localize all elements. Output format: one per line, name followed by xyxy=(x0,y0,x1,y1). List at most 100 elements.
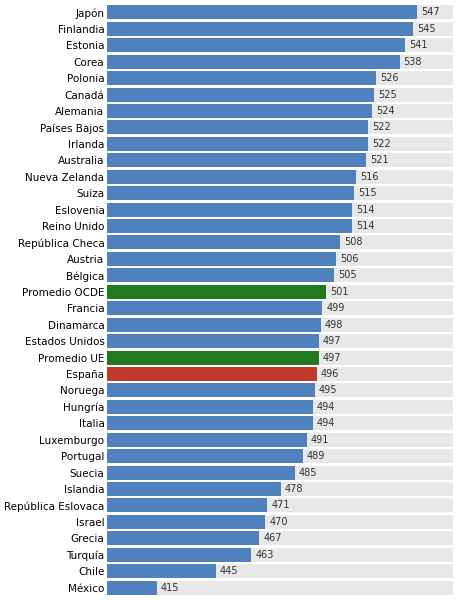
Text: 526: 526 xyxy=(380,73,399,83)
Bar xyxy=(0,383,314,397)
Bar xyxy=(107,154,453,167)
Text: 491: 491 xyxy=(311,434,329,445)
Bar xyxy=(107,5,453,19)
Bar xyxy=(0,466,295,479)
Bar xyxy=(0,55,399,68)
Text: 508: 508 xyxy=(344,238,363,247)
Text: 497: 497 xyxy=(323,353,341,362)
Text: 470: 470 xyxy=(269,517,287,527)
Bar xyxy=(0,301,323,315)
Bar xyxy=(107,499,453,512)
Text: 516: 516 xyxy=(360,172,378,182)
Text: 415: 415 xyxy=(160,583,179,593)
Bar xyxy=(0,252,336,266)
Bar xyxy=(107,235,453,250)
Text: 505: 505 xyxy=(338,271,357,280)
Bar xyxy=(0,203,352,217)
Bar xyxy=(107,581,453,595)
Bar xyxy=(107,88,453,101)
Bar xyxy=(0,71,376,85)
Bar xyxy=(107,71,453,85)
Text: 514: 514 xyxy=(356,221,375,231)
Bar xyxy=(0,186,354,200)
Bar xyxy=(107,564,453,578)
Bar xyxy=(0,400,313,414)
Bar xyxy=(0,154,366,167)
Bar xyxy=(107,449,453,463)
Text: 515: 515 xyxy=(358,188,377,198)
Bar xyxy=(0,515,265,529)
Text: 524: 524 xyxy=(376,106,394,116)
Bar xyxy=(107,252,453,266)
Bar xyxy=(0,137,368,151)
Text: 538: 538 xyxy=(404,56,422,67)
Bar xyxy=(0,433,307,446)
Text: 494: 494 xyxy=(317,418,335,428)
Bar xyxy=(0,88,374,101)
Bar xyxy=(0,548,251,562)
Bar xyxy=(0,499,267,512)
Text: 545: 545 xyxy=(417,24,436,34)
Bar xyxy=(107,38,453,52)
Text: 478: 478 xyxy=(285,484,303,494)
Text: 522: 522 xyxy=(372,122,391,133)
Text: 499: 499 xyxy=(326,303,345,313)
Text: 497: 497 xyxy=(323,336,341,346)
Bar xyxy=(107,433,453,446)
Bar xyxy=(0,532,259,545)
Text: 489: 489 xyxy=(307,451,325,461)
Text: 495: 495 xyxy=(319,385,337,395)
Bar xyxy=(107,515,453,529)
Text: 494: 494 xyxy=(317,402,335,412)
Bar xyxy=(0,367,317,381)
Text: 496: 496 xyxy=(320,369,339,379)
Bar xyxy=(0,5,417,19)
Bar xyxy=(107,104,453,118)
Text: 525: 525 xyxy=(378,89,397,100)
Bar xyxy=(0,121,368,134)
Bar xyxy=(107,137,453,151)
Bar xyxy=(107,22,453,36)
Text: 506: 506 xyxy=(340,254,359,264)
Text: 485: 485 xyxy=(299,467,317,478)
Text: 445: 445 xyxy=(220,566,238,576)
Bar xyxy=(107,317,453,332)
Bar xyxy=(0,170,356,184)
Bar xyxy=(107,548,453,562)
Bar xyxy=(107,367,453,381)
Text: 514: 514 xyxy=(356,205,375,215)
Bar xyxy=(107,383,453,397)
Bar xyxy=(107,203,453,217)
Bar xyxy=(107,466,453,479)
Bar xyxy=(107,400,453,414)
Bar xyxy=(0,449,303,463)
Bar xyxy=(107,416,453,430)
Bar xyxy=(0,219,352,233)
Bar xyxy=(0,581,157,595)
Text: 522: 522 xyxy=(372,139,391,149)
Bar xyxy=(107,186,453,200)
Bar xyxy=(107,532,453,545)
Text: 547: 547 xyxy=(421,7,440,17)
Bar xyxy=(0,285,326,299)
Text: 471: 471 xyxy=(271,500,290,511)
Bar xyxy=(107,55,453,68)
Bar xyxy=(0,334,319,348)
Bar xyxy=(107,482,453,496)
Bar xyxy=(0,268,335,283)
Bar xyxy=(107,350,453,365)
Text: 463: 463 xyxy=(255,550,274,560)
Text: 541: 541 xyxy=(409,40,428,50)
Bar xyxy=(0,235,340,250)
Bar xyxy=(0,350,319,365)
Bar xyxy=(107,268,453,283)
Text: 501: 501 xyxy=(330,287,349,297)
Bar xyxy=(0,564,216,578)
Bar xyxy=(0,38,405,52)
Bar xyxy=(0,416,313,430)
Bar xyxy=(107,334,453,348)
Text: 498: 498 xyxy=(324,320,343,329)
Text: 467: 467 xyxy=(263,533,282,544)
Bar xyxy=(0,482,281,496)
Bar xyxy=(107,219,453,233)
